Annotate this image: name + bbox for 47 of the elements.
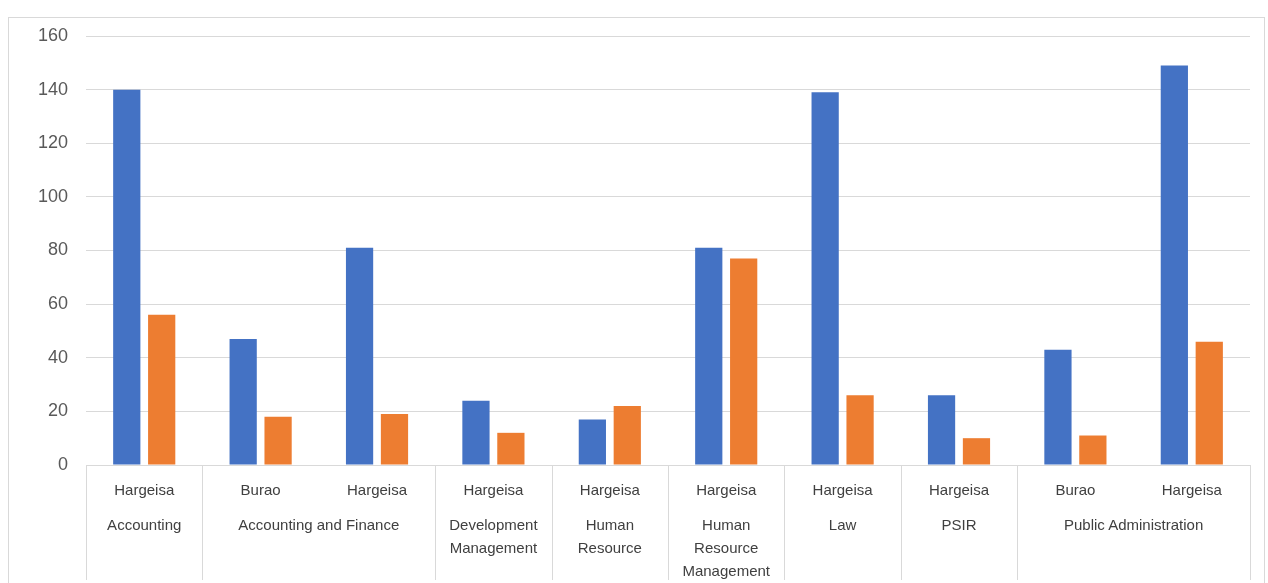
y-tick-label: 80 — [48, 239, 69, 260]
bar — [962, 438, 991, 465]
bar — [1079, 435, 1107, 465]
bar — [229, 338, 257, 465]
category-label: Accounting and Finance — [238, 516, 400, 534]
category-label: Human Resource Management — [682, 516, 770, 580]
category-label: Human Resource — [577, 516, 642, 557]
bar — [613, 406, 641, 465]
category-label: Hargeisa — [696, 481, 757, 499]
bar — [927, 395, 956, 465]
y-tick-label: 60 — [48, 293, 69, 314]
bar — [148, 314, 176, 465]
y-tick-label: 0 — [58, 453, 69, 474]
category-label: Public Administration — [1063, 516, 1204, 534]
category-label: Hargeisa — [928, 481, 990, 499]
bar — [578, 419, 606, 465]
y-tick-label: 140 — [37, 78, 69, 99]
bar — [846, 395, 874, 465]
category-label: Hargeisa — [579, 481, 640, 499]
bar — [462, 400, 490, 465]
bar — [345, 247, 374, 465]
category-label: Hargeisa — [1161, 481, 1222, 499]
category-label: Hargeisa — [463, 481, 524, 499]
y-tick-label: 100 — [37, 185, 69, 206]
bar — [1195, 341, 1223, 465]
y-tick-label: 40 — [48, 346, 69, 367]
category-label: Accounting — [107, 516, 182, 534]
category-label: Burao — [1055, 481, 1096, 499]
bar — [264, 416, 292, 465]
category-label: Law — [828, 516, 857, 534]
bar — [1044, 349, 1072, 465]
bar — [1160, 65, 1188, 465]
y-tick-label: 20 — [48, 400, 69, 421]
bar — [380, 414, 409, 465]
bar — [695, 247, 723, 465]
y-tick-label: 120 — [37, 132, 69, 153]
y-tick-label: 160 — [37, 24, 69, 45]
bar — [811, 92, 839, 465]
category-label: Hargeisa — [114, 481, 175, 499]
category-label: Burao — [240, 481, 281, 499]
category-label: PSIR — [941, 516, 977, 534]
bar — [730, 258, 758, 465]
bar — [113, 89, 141, 465]
category-label: Development Management — [449, 516, 538, 557]
bar — [497, 432, 525, 465]
category-label: Hargeisa — [812, 481, 873, 499]
category-label: Hargeisa — [347, 481, 408, 499]
